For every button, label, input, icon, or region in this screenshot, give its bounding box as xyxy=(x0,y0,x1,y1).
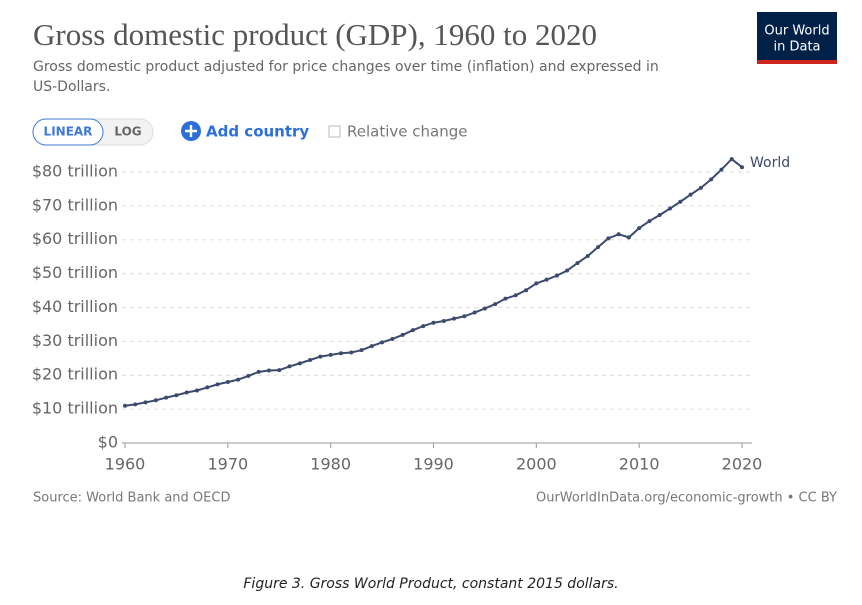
x-tick-label: 1970 xyxy=(207,455,248,474)
y-tick-label: $40 trillion xyxy=(32,297,118,316)
checkbox[interactable] xyxy=(328,125,341,138)
data-point xyxy=(596,245,601,250)
y-tick-label: $60 trillion xyxy=(32,229,118,248)
data-point xyxy=(657,212,662,217)
data-point xyxy=(236,377,241,382)
data-point xyxy=(297,361,302,366)
data-point xyxy=(493,302,498,307)
data-point xyxy=(616,232,621,237)
data-point xyxy=(205,385,210,390)
x-tick-label: 2000 xyxy=(516,455,557,474)
data-point xyxy=(256,369,261,374)
data-point xyxy=(668,206,673,211)
data-point xyxy=(441,319,446,324)
data-point xyxy=(452,316,457,321)
data-point xyxy=(349,350,354,355)
data-point xyxy=(637,226,642,231)
title: Gross domestic product (GDP), 1960 to 20… xyxy=(33,17,597,52)
data-point xyxy=(164,395,169,400)
data-point xyxy=(678,199,683,204)
data-point xyxy=(194,388,199,393)
data-point xyxy=(390,336,395,341)
data-point xyxy=(554,273,559,278)
data-point xyxy=(472,310,477,315)
source: Source: World Bank and OECD xyxy=(33,491,230,506)
data-point xyxy=(688,192,693,197)
data-point xyxy=(133,402,138,407)
data-point xyxy=(153,398,158,403)
data-point xyxy=(709,177,714,182)
data-point xyxy=(143,400,148,405)
y-tick-label: $50 trillion xyxy=(32,263,118,282)
data-point xyxy=(544,277,549,282)
data-point xyxy=(513,293,518,298)
data-point xyxy=(328,352,333,357)
data-point xyxy=(266,368,271,373)
y-tick-label: $0 xyxy=(98,433,118,452)
relative-change: Relative change xyxy=(347,123,467,141)
caption: Figure 3. Gross World Product, constant … xyxy=(243,576,618,592)
data-point xyxy=(277,368,282,373)
data-point xyxy=(359,348,364,353)
data-point xyxy=(575,261,580,266)
subtitle: US-Dollars. xyxy=(33,79,110,95)
y-tick-label: $20 trillion xyxy=(32,365,118,384)
linear-label: LINEAR xyxy=(44,125,93,139)
x-tick-label: 2020 xyxy=(722,455,763,474)
url[interactable]: OurWorldInData.org/economic-growth • CC … xyxy=(536,491,837,506)
data-point xyxy=(123,403,127,408)
data-point xyxy=(308,357,313,362)
data-point xyxy=(431,320,436,325)
data-point xyxy=(369,344,374,349)
subtitle: Gross domestic product adjusted for pric… xyxy=(33,59,659,75)
data-point xyxy=(503,296,508,301)
data-point xyxy=(740,165,744,170)
data-point xyxy=(719,167,724,172)
plus xyxy=(185,125,197,137)
data-point xyxy=(410,328,415,333)
data-point xyxy=(462,314,467,319)
data-point xyxy=(215,382,220,387)
data-point xyxy=(698,185,703,190)
y-tick-label: $80 trillion xyxy=(32,161,118,180)
linear-button[interactable] xyxy=(32,118,104,146)
data-point xyxy=(174,393,179,398)
logo-text: in Data xyxy=(773,40,820,55)
data-point xyxy=(534,281,539,286)
data-point xyxy=(524,288,529,293)
series-label: World xyxy=(750,155,790,171)
data-point xyxy=(565,268,570,273)
data-point xyxy=(318,354,323,359)
y-tick-label: $30 trillion xyxy=(32,331,118,350)
x-tick-label: 1990 xyxy=(413,455,454,474)
log-button[interactable]: LOG xyxy=(114,125,141,139)
data-point xyxy=(647,219,652,224)
data-point xyxy=(246,373,251,378)
x-tick-label: 1960 xyxy=(105,455,146,474)
y-tick-label: $70 trillion xyxy=(32,195,118,214)
data-point xyxy=(287,364,292,369)
data-point xyxy=(585,253,590,258)
data-point xyxy=(338,351,343,356)
data-point xyxy=(421,324,426,329)
logo-text: Our World xyxy=(764,24,829,39)
data-point xyxy=(400,332,405,337)
data-point xyxy=(626,235,631,240)
x-tick-label: 2010 xyxy=(619,455,660,474)
add-country[interactable]: Add country xyxy=(206,123,309,141)
data-point xyxy=(225,380,230,385)
data-point xyxy=(606,236,611,241)
data-point xyxy=(184,390,189,395)
x-tick-label: 1980 xyxy=(310,455,351,474)
plot: $0 $10 trillion $20 trillion $30 trillion $4… xyxy=(32,155,790,473)
data-point xyxy=(380,340,385,345)
series-line xyxy=(124,157,743,407)
data-point xyxy=(482,306,487,311)
y-tick-label: $10 trillion xyxy=(32,399,118,418)
logo-box[interactable] xyxy=(757,12,837,64)
logo-bar xyxy=(757,60,837,64)
data-point xyxy=(729,157,734,162)
